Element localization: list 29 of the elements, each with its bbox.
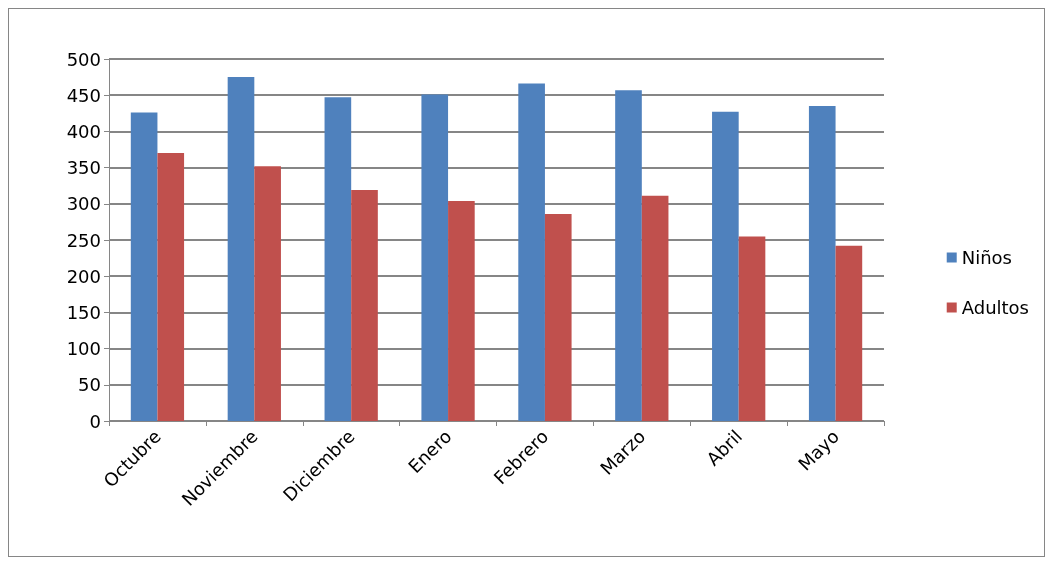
bar xyxy=(544,213,572,421)
y-tick-label: 450 xyxy=(66,84,101,106)
y-tick-label: 250 xyxy=(66,229,101,251)
y-tick-label: 500 xyxy=(66,48,101,70)
bar xyxy=(835,245,863,421)
bar xyxy=(712,111,739,421)
bar xyxy=(448,200,475,421)
y-tick-label: 350 xyxy=(66,157,101,179)
y-tick-label: 200 xyxy=(66,265,101,287)
y-tick-label: 0 xyxy=(89,410,101,432)
legend-label: Niños xyxy=(961,247,1012,268)
bar xyxy=(738,236,766,421)
bar xyxy=(157,153,185,421)
bar xyxy=(227,77,255,421)
bar xyxy=(130,112,158,421)
y-tick-label: 100 xyxy=(66,338,101,360)
bar xyxy=(351,190,378,421)
y-tick-label: 300 xyxy=(66,193,101,215)
bar xyxy=(615,90,642,421)
bar xyxy=(324,97,352,421)
legend-label: Adultos xyxy=(961,297,1029,318)
bar xyxy=(254,166,281,421)
bar xyxy=(808,106,836,421)
bar xyxy=(421,94,449,421)
y-tick-label: 400 xyxy=(66,120,101,142)
y-tick-label: 150 xyxy=(66,301,101,323)
bar xyxy=(518,83,545,421)
y-tick-label: 50 xyxy=(78,374,101,396)
bar xyxy=(641,195,669,421)
